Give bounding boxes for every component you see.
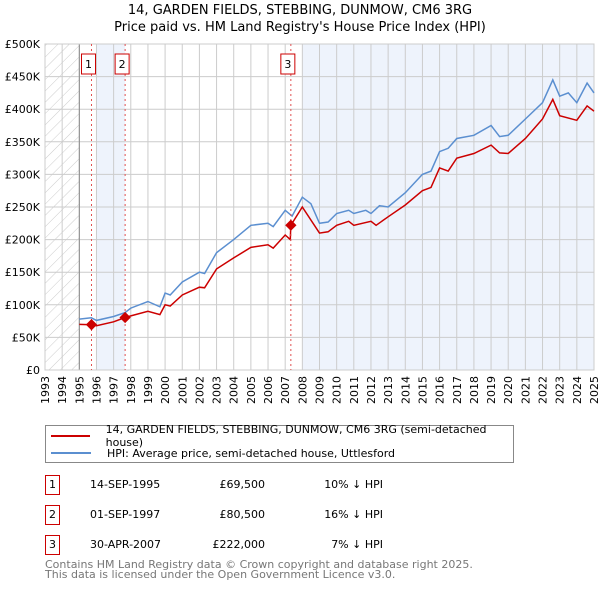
transaction-row: 1 14-SEP-1995 £69,500 10% ↓ HPI xyxy=(45,475,445,495)
x-tick-label: 2009 xyxy=(314,376,327,404)
y-tick-label: £200K xyxy=(5,234,41,247)
x-tick-label: 2025 xyxy=(588,376,600,404)
footer-copyright: Contains HM Land Registry data © Crown c… xyxy=(45,558,473,571)
sale-label-box xyxy=(80,53,96,75)
transaction-number: 2 xyxy=(45,505,60,525)
y-tick-label: £350K xyxy=(5,136,41,149)
x-tick-label: 2007 xyxy=(279,376,292,404)
transaction-date: 14-SEP-1995 xyxy=(90,478,161,491)
x-tick-label: 2022 xyxy=(537,376,550,404)
sale-label: 2 xyxy=(119,58,126,71)
x-tick-label: 1998 xyxy=(125,376,138,404)
x-tick-label: 2003 xyxy=(211,376,224,404)
transaction-number: 3 xyxy=(45,535,60,555)
x-tick-label: 2021 xyxy=(519,376,532,404)
footer-licence: This data is licensed under the Open Gov… xyxy=(45,568,396,581)
transaction-hpi: 10% ↓ HPI xyxy=(324,478,383,491)
y-tick-label: £300K xyxy=(5,168,41,181)
transaction-hpi: 7% ↓ HPI xyxy=(331,538,383,551)
y-tick-label: £500K xyxy=(5,38,41,51)
x-tick-label: 1995 xyxy=(73,376,86,404)
y-tick-label: £0 xyxy=(26,364,40,377)
x-tick-label: 1996 xyxy=(90,376,103,404)
x-tick-label: 2014 xyxy=(399,376,412,404)
legend-item-property: 14, GARDEN FIELDS, STEBBING, DUNMOW, CM6… xyxy=(46,423,513,449)
sale-label-box xyxy=(114,53,130,75)
transaction-date: 30-APR-2007 xyxy=(90,538,162,551)
y-tick-label: £50K xyxy=(12,331,41,344)
transaction-number: 1 xyxy=(45,475,60,495)
x-tick-label: 1999 xyxy=(142,376,155,404)
sale-label: 1 xyxy=(85,58,92,71)
legend-swatch-blue xyxy=(51,452,91,454)
x-tick-label: 2002 xyxy=(193,376,206,404)
legend-item-hpi: HPI: Average price, semi-detached house,… xyxy=(46,445,395,461)
y-tick-label: £450K xyxy=(5,71,41,84)
x-tick-label: 2000 xyxy=(159,376,172,404)
x-tick-label: 2023 xyxy=(554,376,567,404)
price-chart: 1993 1994 1995 1996 1997 1998 1999 2000 2001 2002… xyxy=(5,38,600,404)
plot-frame xyxy=(44,43,595,371)
x-tick-label: 2018 xyxy=(468,376,481,404)
x-tick-label: 2008 xyxy=(296,376,309,404)
footer: Contains HM Land Registry data © Crown c… xyxy=(45,558,473,581)
x-tick-label: 2017 xyxy=(451,376,464,404)
transaction-row: 2 01-SEP-1997 £80,500 16% ↓ HPI xyxy=(45,505,445,525)
x-tick-label: 1997 xyxy=(108,376,121,404)
legend-label: HPI: Average price, semi-detached house,… xyxy=(107,446,396,460)
sale-point xyxy=(85,319,98,331)
x-tick-label: 2015 xyxy=(416,376,429,404)
sale-label: 3 xyxy=(284,58,291,71)
x-tick-label: 2005 xyxy=(245,376,258,404)
legend-swatch-red xyxy=(51,435,90,437)
transaction-price: £80,500 xyxy=(219,508,266,521)
x-tick-label: 2011 xyxy=(348,376,361,404)
y-tick-label: £100K xyxy=(5,299,41,312)
sale-point xyxy=(285,219,297,231)
legend: 14, GARDEN FIELDS, STEBBING, DUNMOW, CM6… xyxy=(45,423,514,463)
x-tick-label: 2019 xyxy=(485,376,498,404)
x-tick-label: 2024 xyxy=(571,376,584,404)
x-tick-label: 2016 xyxy=(434,376,447,404)
transaction-row: 3 30-APR-2007 £222,000 7% ↓ HPI xyxy=(45,535,445,555)
series-line xyxy=(79,78,595,322)
chart-title: 14, GARDEN FIELDS, STEBBING, DUNMOW, CM6… xyxy=(127,3,473,18)
y-tick-label: £250K xyxy=(5,201,41,214)
series-line xyxy=(79,97,595,327)
chart-subtitle: Price paid vs. HM Land Registry's House … xyxy=(114,20,486,35)
x-tick-label: 2006 xyxy=(262,376,275,404)
x-tick-label: 2012 xyxy=(365,376,378,404)
y-tick-label: £400K xyxy=(5,103,41,116)
legend-label: 14, GARDEN FIELDS, STEBBING, DUNMOW, CM6… xyxy=(105,423,487,449)
x-tick-label: 2013 xyxy=(382,376,395,404)
transaction-price: £69,500 xyxy=(219,478,266,491)
x-tick-label: 1993 xyxy=(39,376,52,404)
x-tick-label: 2001 xyxy=(176,376,189,404)
x-tick-label: 2004 xyxy=(228,376,241,404)
x-tick-label: 2020 xyxy=(502,376,515,404)
x-tick-label: 2010 xyxy=(331,376,344,404)
sale-label-box xyxy=(280,53,296,75)
y-tick-label: £150K xyxy=(5,266,41,279)
x-tick-label: 1994 xyxy=(56,376,69,404)
transaction-hpi: 16% ↓ HPI xyxy=(324,508,383,521)
transaction-price: £222,000 xyxy=(212,538,266,551)
transaction-date: 01-SEP-1997 xyxy=(90,508,161,521)
